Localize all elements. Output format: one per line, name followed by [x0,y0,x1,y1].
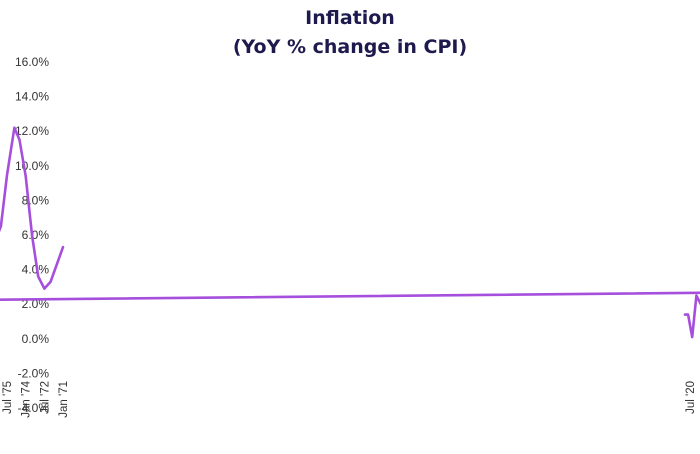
y-tick-label: -4.0% [18,401,50,415]
y-tick-label: 6.0% [22,228,50,242]
y-tick-label: 8.0% [22,193,50,207]
series-layer [0,126,700,339]
y-tick-label: 16.0% [15,55,49,69]
chart-title: Inflation [305,7,395,29]
x-tick-label: Jul '72 [39,381,51,414]
cpi-yoy-line [0,126,700,339]
y-tick-label: 12.0% [15,124,49,138]
x-tick-label: Jan '71 [58,381,70,418]
chart-subtitle: (YoY % change in CPI) [233,36,467,58]
x-tick-label: Jul '20 [685,381,697,414]
x-tick-label: Jan '74 [21,380,33,417]
y-tick-label: 4.0% [22,263,50,277]
y-tick-label: 2.0% [22,297,50,311]
y-tick-label: 14.0% [15,90,49,104]
y-tick-label: -2.0% [18,366,50,380]
x-tick-label: Jul '75 [2,381,14,414]
y-tick-label: 0.0% [22,332,50,346]
y-tick-label: 10.0% [15,159,49,173]
